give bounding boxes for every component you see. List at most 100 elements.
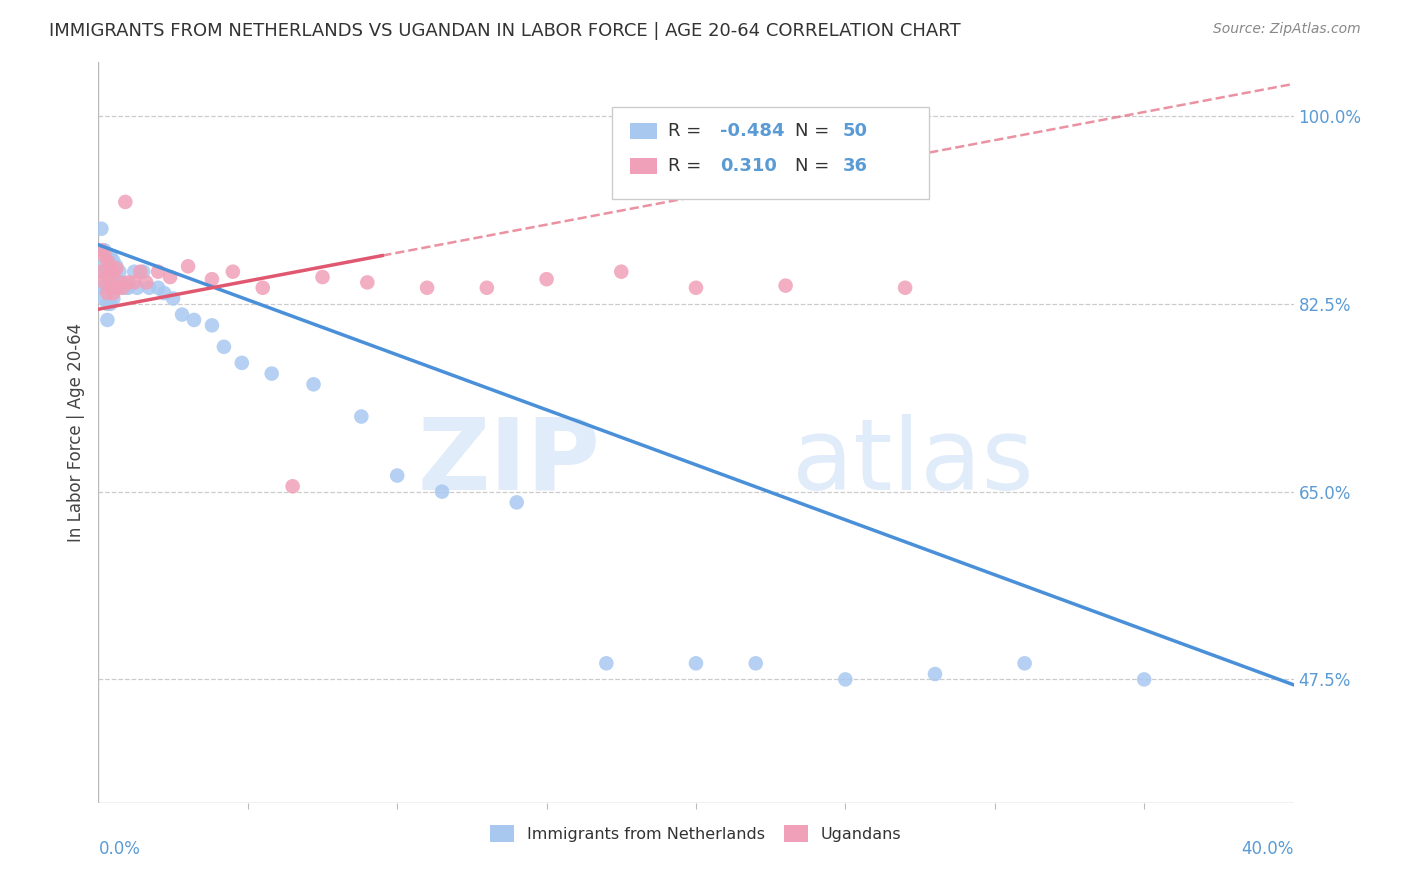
Point <box>124 265 146 279</box>
Point <box>96 281 118 295</box>
Text: N =: N = <box>796 157 835 175</box>
Point <box>177 260 200 274</box>
Point <box>96 270 118 285</box>
Point <box>111 276 134 290</box>
Point <box>148 281 170 295</box>
Point <box>111 281 134 295</box>
Point <box>98 265 122 279</box>
Point <box>105 261 128 276</box>
Point <box>98 281 122 295</box>
Point <box>610 265 633 279</box>
FancyBboxPatch shape <box>613 107 929 200</box>
Point <box>96 286 118 301</box>
Text: atlas: atlas <box>792 414 1033 511</box>
Legend: Immigrants from Netherlands, Ugandans: Immigrants from Netherlands, Ugandans <box>484 819 908 848</box>
Point <box>311 270 333 285</box>
Point <box>103 276 125 290</box>
Point <box>117 281 139 295</box>
Point <box>124 276 146 290</box>
Point <box>430 484 453 499</box>
Point <box>114 281 136 295</box>
Point <box>834 673 856 687</box>
Point <box>90 260 112 274</box>
Text: ZIP: ZIP <box>418 414 600 511</box>
Point <box>685 657 707 671</box>
Point <box>1014 657 1036 671</box>
Point <box>416 281 439 295</box>
Point <box>90 265 112 279</box>
Point <box>127 281 149 295</box>
Point <box>183 313 205 327</box>
Text: IMMIGRANTS FROM NETHERLANDS VS UGANDAN IN LABOR FORCE | AGE 20-64 CORRELATION CH: IMMIGRANTS FROM NETHERLANDS VS UGANDAN I… <box>49 22 960 40</box>
Point <box>93 265 115 279</box>
Point <box>93 276 115 290</box>
Point <box>302 377 325 392</box>
Text: 36: 36 <box>844 157 868 175</box>
Point <box>201 272 224 286</box>
Point <box>231 356 253 370</box>
Point <box>129 265 152 279</box>
Point <box>114 194 136 209</box>
Point <box>281 479 304 493</box>
Point <box>93 249 115 263</box>
Point <box>201 318 224 333</box>
Point <box>148 265 170 279</box>
Point <box>93 292 115 306</box>
Text: Source: ZipAtlas.com: Source: ZipAtlas.com <box>1213 22 1361 37</box>
Point <box>108 276 131 290</box>
Text: -0.484: -0.484 <box>720 122 785 140</box>
Point <box>775 278 797 293</box>
Text: R =: R = <box>668 157 707 175</box>
Point <box>105 260 128 274</box>
Point <box>475 281 498 295</box>
Point <box>103 292 125 306</box>
Point <box>159 270 181 285</box>
Text: 0.0%: 0.0% <box>98 840 141 858</box>
Point <box>536 272 558 286</box>
Point <box>356 276 378 290</box>
Point <box>260 367 283 381</box>
Point <box>894 281 917 295</box>
FancyBboxPatch shape <box>630 123 657 139</box>
Point <box>90 244 112 258</box>
Point <box>103 254 125 268</box>
Point <box>90 221 112 235</box>
Text: R =: R = <box>668 122 707 140</box>
Point <box>685 281 707 295</box>
Point <box>93 244 115 258</box>
Point <box>138 281 160 295</box>
Point <box>98 281 122 295</box>
Point <box>385 468 409 483</box>
Point <box>96 249 118 263</box>
Point <box>135 276 157 290</box>
FancyBboxPatch shape <box>630 158 657 174</box>
Point <box>96 265 118 279</box>
Point <box>96 297 118 311</box>
Point <box>595 657 617 671</box>
Point <box>93 281 115 295</box>
Point <box>103 265 125 279</box>
Point <box>98 297 122 311</box>
Point <box>98 249 122 263</box>
Point <box>924 667 946 681</box>
Point <box>153 286 176 301</box>
Point <box>506 495 529 509</box>
Point <box>222 265 245 279</box>
Point <box>745 657 768 671</box>
Text: 40.0%: 40.0% <box>1241 840 1294 858</box>
Point <box>105 281 128 295</box>
Point <box>105 281 128 295</box>
Point <box>90 281 112 295</box>
Point <box>162 292 184 306</box>
Point <box>172 308 194 322</box>
Text: 0.310: 0.310 <box>720 157 776 175</box>
Y-axis label: In Labor Force | Age 20-64: In Labor Force | Age 20-64 <box>66 323 84 542</box>
Point <box>132 265 155 279</box>
Point <box>117 276 139 290</box>
Point <box>96 254 118 268</box>
Point <box>252 281 274 295</box>
Point <box>212 340 235 354</box>
Point <box>108 265 131 279</box>
Point <box>1133 673 1156 687</box>
Point <box>103 286 125 301</box>
